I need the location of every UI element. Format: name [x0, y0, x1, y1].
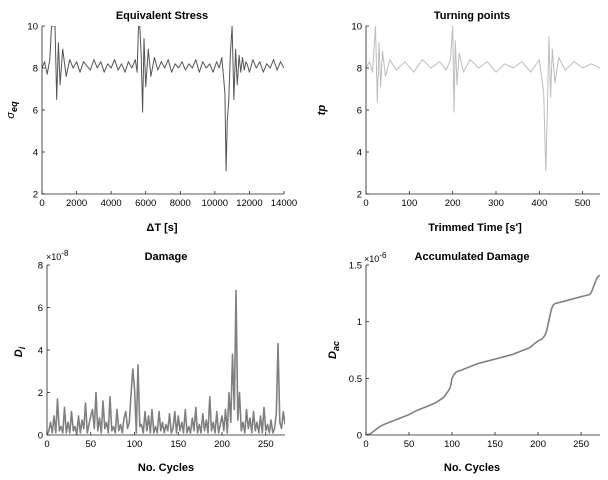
x-axis-label: ΔT [s]: [146, 222, 177, 234]
y-tick-label: 6: [357, 106, 362, 117]
x-tick-label: 400: [531, 198, 547, 209]
axes: [365, 265, 600, 436]
y-tick-label: 0: [357, 431, 362, 442]
series-line: [366, 26, 600, 172]
x-tick-label: 100: [444, 439, 460, 450]
x-tick-label: 12000: [236, 198, 262, 209]
turning-points-panel: Turning points 0 100 200 300 400 500 2 4 6 8 10 Tr…: [316, 10, 600, 234]
y-tick-label: 10: [27, 22, 38, 33]
y-label-main: D: [327, 351, 339, 359]
series-line: [42, 26, 284, 172]
plot-area: 0 2000 4000 6000 8000 10000 12000 14000 2 4 6 8 10: [27, 22, 297, 210]
x-tick-label: 150: [487, 439, 503, 450]
x-tick-label: 8000: [170, 198, 191, 209]
y-tick-label: 0.5: [349, 374, 362, 385]
axes: [41, 26, 284, 195]
x-tick-label: 0: [39, 198, 44, 209]
y-tick-label: 8: [357, 64, 362, 75]
svg-text:σeq: σeq: [5, 101, 19, 119]
x-tick-label: 6000: [135, 198, 156, 209]
plot-area: 0 50 100 150 200 250 0 2 4 6 8: [38, 261, 285, 450]
x-tick-label: 250: [258, 439, 274, 450]
y-tick-label: 6: [33, 106, 38, 117]
y-label-main: σ: [5, 112, 17, 119]
y-tick-label: 4: [357, 148, 362, 159]
axes: [46, 265, 285, 436]
x-tick-label: 300: [488, 198, 504, 209]
x-tick-label: 250: [573, 439, 589, 450]
x-tick-label: 100: [401, 198, 417, 209]
y-axis-label: σeq: [5, 101, 19, 119]
y-tick-label: 1: [357, 317, 362, 328]
exponent-label: ×10-6: [364, 251, 387, 264]
series-line: [47, 289, 285, 435]
x-tick-label: 500: [575, 198, 591, 209]
x-axis-label: No. Cycles: [444, 462, 500, 474]
x-tick-label: 0: [363, 198, 368, 209]
equivalent-stress-panel: Equivalent Stress 0 2000 4000 6000 8000 10000…: [5, 10, 297, 234]
y-tick-label: 4: [33, 148, 38, 159]
x-tick-label: 100: [127, 439, 143, 450]
y-tick-label: 10: [351, 22, 362, 33]
x-tick-label: 0: [363, 439, 368, 450]
exponent-label: ×10-8: [46, 249, 69, 262]
y-tick-label: 2: [357, 190, 362, 201]
panel-title: Turning points: [434, 10, 510, 22]
x-tick-label: 14000: [271, 198, 297, 209]
y-axis-label: Di: [13, 346, 27, 357]
svg-text:tp: tp: [316, 105, 328, 116]
y-tick-label: 2: [33, 190, 38, 201]
y-label-main: tp: [316, 105, 328, 116]
svg-text:Di: Di: [13, 346, 27, 357]
plot-area: 0 100 200 300 400 500 2 4 6 8 10: [351, 22, 600, 209]
y-axis-label: tp: [316, 105, 328, 116]
y-label-sub: i: [17, 346, 27, 349]
panel-title: Damage: [145, 251, 188, 263]
svg-text:Dac: Dac: [327, 341, 341, 359]
accumulated-damage-panel: Accumulated Damage 0 50 100 150 200 250 0 0.5 1 1…: [327, 251, 600, 474]
y-label-main: D: [13, 349, 25, 357]
x-tick-label: 0: [44, 439, 49, 450]
x-tick-label: 200: [445, 198, 461, 209]
x-axis-label: Trimmed Time [s']: [428, 222, 522, 234]
y-tick-label: 1.5: [349, 261, 362, 272]
x-tick-label: 4000: [101, 198, 122, 209]
y-label-sub: ac: [331, 341, 341, 351]
x-tick-label: 50: [85, 439, 96, 450]
y-tick-label: 6: [38, 303, 43, 314]
y-tick-label: 0: [38, 431, 43, 442]
axes: [365, 26, 600, 195]
y-tick-label: 8: [38, 261, 43, 272]
plot-area: 0 50 100 150 200 250 0 0.5 1 1.5: [349, 261, 600, 450]
x-axis-label: No. Cycles: [138, 462, 194, 474]
y-axis-label: Dac: [327, 341, 341, 359]
damage-panel: Damage 0 50 100 150 200 250 0 2 4 6 8 ×10-8 No. Cy…: [13, 249, 285, 474]
x-tick-label: 200: [530, 439, 546, 450]
y-label-sub: eq: [9, 101, 19, 112]
x-tick-label: 200: [214, 439, 230, 450]
x-tick-label: 10000: [202, 198, 228, 209]
y-tick-label: 8: [33, 64, 38, 75]
exponent-value: -8: [61, 249, 69, 258]
panel-title: Equivalent Stress: [116, 10, 208, 22]
x-tick-label: 50: [404, 439, 415, 450]
series-line: [366, 274, 600, 435]
x-tick-label: 2000: [66, 198, 87, 209]
y-tick-label: 2: [38, 388, 43, 399]
exponent-value: -6: [379, 251, 387, 260]
x-tick-label: 150: [170, 439, 186, 450]
panel-title: Accumulated Damage: [415, 251, 530, 263]
y-tick-label: 4: [38, 346, 43, 357]
